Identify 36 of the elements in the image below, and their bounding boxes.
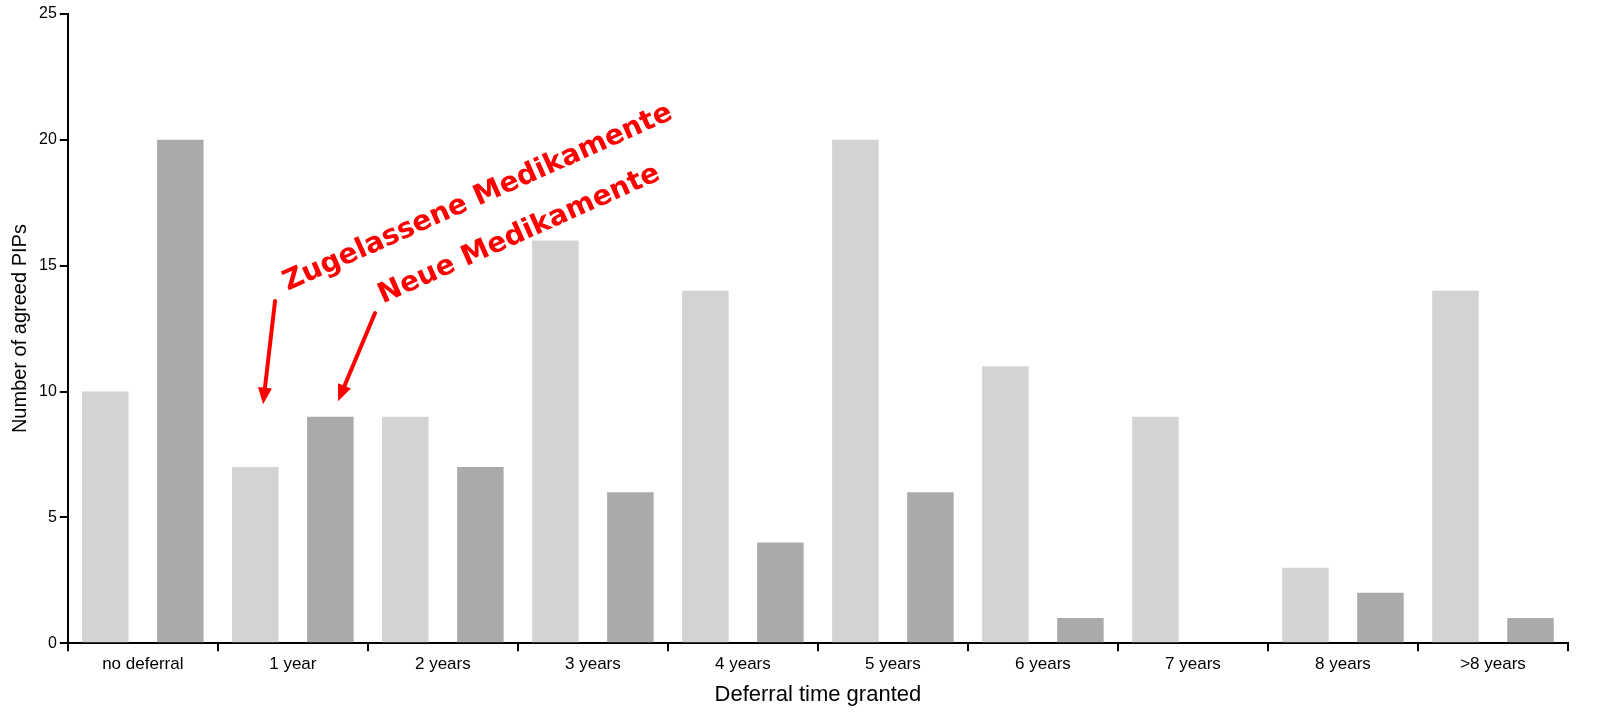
x-tick-label: 3 years (564, 654, 621, 674)
bar (457, 467, 504, 643)
y-tick-label: 5 (47, 507, 57, 525)
bar (232, 467, 279, 643)
bar (1432, 290, 1479, 643)
bar (832, 139, 879, 643)
bar (907, 492, 954, 643)
y-tick-label: 10 (39, 381, 57, 399)
bar (757, 542, 804, 643)
y-tick-label: 20 (39, 130, 57, 148)
x-tick-label: 6 years (1015, 654, 1071, 674)
y-axis-title: Number of agreed PIPs (7, 224, 30, 434)
x-tick-label: 4 years (715, 654, 771, 674)
x-tick-label: 8 years (1315, 654, 1371, 674)
bar (382, 416, 429, 643)
x-tick-label: 1 year (269, 654, 317, 674)
x-tick-label: >8 years (1460, 654, 1526, 674)
bar (1132, 416, 1179, 643)
bar (607, 492, 654, 643)
x-tick-label: no deferral (102, 654, 184, 674)
y-tick-label: 25 (39, 4, 57, 22)
bar (157, 139, 204, 643)
bar (682, 290, 729, 643)
bar (1282, 567, 1329, 643)
x-tick-label: 5 years (865, 654, 921, 674)
bar (307, 416, 354, 643)
x-axis-title: Deferral time granted (714, 680, 922, 706)
x-tick-label: 2 years (414, 654, 471, 674)
x-tick-label: 7 years (1165, 654, 1221, 674)
y-tick-label: 15 (39, 256, 57, 274)
bar (82, 391, 129, 643)
y-tick-label: 0 (47, 633, 57, 651)
bar (982, 366, 1029, 643)
bar (1357, 592, 1404, 643)
bar (1507, 618, 1554, 643)
bar (1057, 618, 1104, 643)
